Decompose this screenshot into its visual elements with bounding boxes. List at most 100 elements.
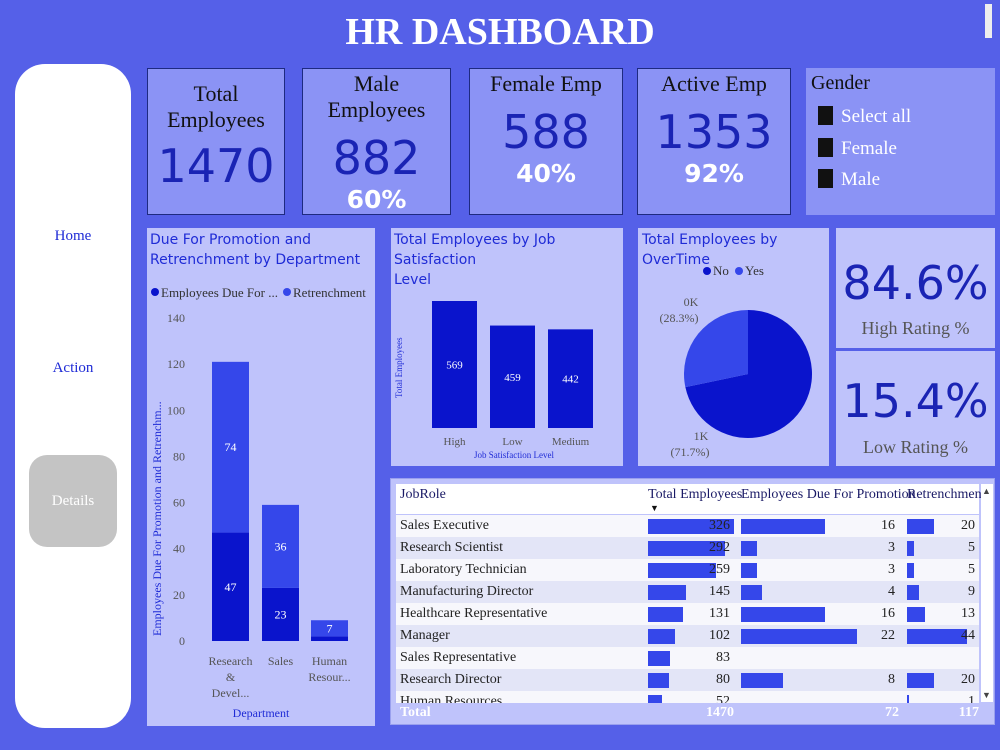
- page-scrollbar[interactable]: [985, 4, 992, 38]
- table-row[interactable]: Laboratory Technician 259 3 5: [396, 559, 979, 581]
- cell-value: 83: [716, 650, 730, 665]
- legend-retrenchment: Retrenchment: [293, 285, 366, 300]
- column-header-promotion[interactable]: Employees Due For Promotion: [741, 487, 916, 502]
- cell-databar: [907, 519, 935, 534]
- data-label: 23: [275, 607, 287, 621]
- kpi-male-value: 882: [332, 131, 421, 185]
- x-axis-title: Department: [233, 706, 290, 720]
- nav-details-button[interactable]: Details: [29, 455, 117, 547]
- kpi-active-value: 1353: [655, 105, 773, 159]
- cell-value: 1: [968, 694, 975, 709]
- column-header-jobrole[interactable]: JobRole: [400, 487, 446, 502]
- cell-databar: [907, 629, 967, 644]
- pie-slice-yes: [684, 310, 748, 388]
- chart-title-line1: Total Employees by Job Satisfaction: [394, 232, 556, 268]
- cell-value: 13: [961, 606, 975, 621]
- cell-databar: [741, 541, 757, 556]
- pie-label-no-pct: (71.7%): [671, 445, 710, 459]
- rating-panel: 84.6% High Rating % 15.4% Low Rating %: [836, 228, 995, 466]
- cell-jobrole: Laboratory Technician: [400, 562, 527, 577]
- checkbox-icon[interactable]: [818, 169, 833, 188]
- cell-databar: [648, 673, 670, 688]
- chart-title-line2: Retrenchment by Department: [150, 252, 361, 268]
- cell-value: 145: [709, 584, 730, 599]
- checkbox-icon[interactable]: [818, 138, 833, 157]
- cell-databar: [648, 585, 687, 600]
- cell-value: 16: [881, 518, 895, 533]
- total-retrenchment: 117: [958, 705, 979, 720]
- cell-databar: [907, 541, 914, 556]
- x-tick-label: Medium: [552, 436, 590, 448]
- checkbox-icon[interactable]: [818, 106, 833, 125]
- x-tick-label: High: [444, 436, 467, 448]
- y-tick-label: 60: [173, 496, 185, 510]
- column-header-total[interactable]: Total Employees: [648, 487, 743, 502]
- total-label: Total: [400, 705, 431, 720]
- y-tick-label: 20: [173, 588, 185, 602]
- pie-label-yes-value: 0K: [684, 295, 699, 309]
- cell-databar: [648, 629, 675, 644]
- high-rating-value: 84.6%: [842, 256, 989, 310]
- column-header-retrenchment[interactable]: Retrenchment: [907, 487, 986, 502]
- table-scrollbar[interactable]: ▲ ▼: [981, 484, 993, 702]
- scroll-up-icon[interactable]: ▲: [982, 486, 991, 496]
- cell-value: 102: [709, 628, 730, 643]
- data-label: 7: [327, 621, 333, 635]
- x-tick-label: Devel...: [212, 686, 250, 700]
- cell-value: 326: [709, 518, 730, 533]
- cell-databar: [907, 585, 920, 600]
- low-rating-value: 15.4%: [842, 374, 989, 428]
- table-row[interactable]: Research Director 80 8 20: [396, 669, 979, 691]
- y-axis-title: Total Employees: [394, 337, 404, 398]
- bar-retrenchment: [311, 620, 348, 637]
- bar-job-satisfaction: [432, 301, 477, 428]
- legend-dot-retrenchment: [283, 288, 291, 296]
- kpi-active-employees: Active Emp 1353 92%: [637, 68, 791, 215]
- job-satisfaction-svg: Total Employees Job Satisfaction Level 5…: [394, 301, 593, 460]
- y-tick-label: 140: [167, 311, 185, 325]
- table-row[interactable]: Healthcare Representative 131 16 13: [396, 603, 979, 625]
- total-promotion: 72: [885, 705, 899, 720]
- cell-value: 5: [968, 562, 975, 577]
- cell-value: 3: [888, 562, 895, 577]
- legend-no: No: [713, 263, 729, 278]
- cell-databar: [741, 519, 826, 534]
- kpi-total-value: 1470: [157, 139, 275, 193]
- table-header: JobRole Total Employees ▼ Employees Due …: [396, 484, 986, 514]
- table-row[interactable]: Sales Executive 326 16 20: [396, 515, 979, 537]
- kpi-total-employees: Total Employees 1470: [147, 68, 285, 215]
- job-satisfaction-chart: Total Employees by Job Satisfaction Leve…: [391, 228, 623, 466]
- nav-home[interactable]: Home: [54, 228, 92, 244]
- cell-value: 9: [968, 584, 975, 599]
- x-tick-label: Resour...: [308, 670, 350, 684]
- cell-databar: [648, 563, 717, 578]
- kpi-female-employees: Female Emp 588 40%: [469, 68, 623, 215]
- table-row[interactable]: Sales Representative 83: [396, 647, 979, 669]
- cell-jobrole: Healthcare Representative: [400, 606, 548, 621]
- table-row[interactable]: Manager 102 22 44: [396, 625, 979, 647]
- y-tick-label: 120: [167, 357, 185, 371]
- rating-divider: [836, 348, 995, 351]
- chart-title: Total Employees by OverTime: [642, 232, 778, 268]
- gender-option-male[interactable]: Male: [818, 169, 880, 191]
- cell-value: 20: [961, 518, 975, 533]
- cell-databar: [648, 651, 670, 666]
- y-tick-label: 40: [173, 542, 185, 556]
- kpi-female-label: Female Emp: [490, 71, 602, 96]
- legend-dot-no: [703, 267, 711, 275]
- kpi-male-pct: 60%: [346, 185, 407, 214]
- bar-job-satisfaction: [490, 325, 535, 428]
- data-label: 442: [562, 374, 579, 386]
- x-tick-label: Research: [209, 654, 253, 668]
- stacked-bar-svg: Employees Due For ... Retrenchment Emplo…: [150, 285, 366, 720]
- legend-dot-yes: [735, 267, 743, 275]
- x-tick-label: Sales: [268, 654, 294, 668]
- sort-desc-icon[interactable]: ▼: [650, 503, 659, 513]
- nav-action[interactable]: Action: [52, 360, 94, 376]
- bar-promotion: [311, 636, 348, 641]
- table-row[interactable]: Manufacturing Director 145 4 9: [396, 581, 979, 603]
- table-row[interactable]: Research Scientist 292 3 5: [396, 537, 979, 559]
- scroll-down-icon[interactable]: ▼: [982, 690, 991, 700]
- gender-option-select-all[interactable]: Select all: [818, 106, 911, 128]
- gender-option-female[interactable]: Female: [818, 138, 897, 160]
